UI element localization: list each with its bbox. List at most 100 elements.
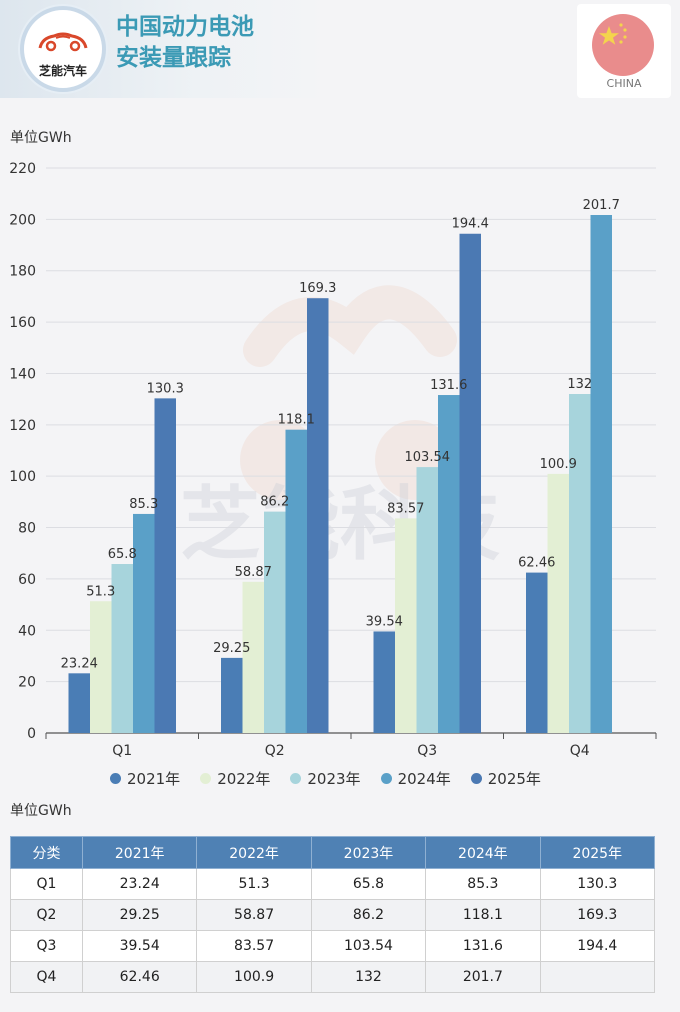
bar xyxy=(547,473,569,733)
bar-value-label: 201.7 xyxy=(583,198,620,213)
bar-value-label: 85.3 xyxy=(129,497,158,512)
y-axis: 0 20 40 60 80 100 120 140 160 180 200 220 xyxy=(9,161,36,742)
x-tick-label: Q1 xyxy=(112,743,132,759)
bar xyxy=(569,394,591,733)
y-tick-label: 160 xyxy=(9,315,36,331)
table-cell: 131.6 xyxy=(425,930,541,962)
flag-stars-icon xyxy=(599,23,627,45)
legend-label: 2022年 xyxy=(217,770,271,788)
bars xyxy=(68,214,612,733)
bar-value-label: 169.3 xyxy=(299,281,336,296)
table-cell: 29.25 xyxy=(81,899,198,931)
table-header-cell: 2022年 xyxy=(196,836,312,869)
x-tick-label: Q3 xyxy=(417,743,437,759)
car-logo-icon xyxy=(38,32,88,52)
bar xyxy=(68,673,90,733)
logo-text: 芝能汽车 xyxy=(38,64,87,78)
table-row: Q2 29.25 58.87 86.2 118.1 169.3 xyxy=(10,899,656,931)
x-tick-label: Q2 xyxy=(265,743,285,759)
table-cell: 130.3 xyxy=(539,868,656,900)
legend-label: 2023年 xyxy=(307,770,361,788)
data-labels: 23.24 51.3 65.8 85.3 130.3 29.25 58.87 86.2 118.… xyxy=(61,198,620,671)
y-tick-label: 0 xyxy=(27,726,36,742)
table-header-cell: 2023年 xyxy=(310,836,427,869)
table-cell: 85.3 xyxy=(425,868,541,900)
bar xyxy=(590,214,612,733)
legend-dot-icon xyxy=(290,773,302,784)
table-cell: 58.87 xyxy=(196,899,312,931)
y-tick-label: 120 xyxy=(9,418,36,434)
table-header-cell: 2025年 xyxy=(539,836,656,869)
bar xyxy=(221,657,243,733)
legend-item[interactable]: 2021年 xyxy=(110,768,180,789)
bar xyxy=(154,398,176,733)
table-cell: 100.9 xyxy=(196,961,312,993)
table-row: Q1 23.24 51.3 65.8 85.3 130.3 xyxy=(10,868,656,900)
legend-label: 2025年 xyxy=(487,770,541,788)
table-cell: 201.7 xyxy=(425,961,541,993)
bar xyxy=(90,601,112,733)
y-tick-label: 180 xyxy=(9,264,36,280)
legend-item[interactable]: 2024年 xyxy=(380,768,451,789)
y-tick-label: 140 xyxy=(9,366,36,382)
bar-value-label: 51.3 xyxy=(86,584,115,599)
legend-dot-icon xyxy=(200,773,212,784)
bar xyxy=(111,564,133,733)
table-cell: 103.54 xyxy=(310,930,427,962)
y-tick-label: 20 xyxy=(18,675,36,691)
y-tick-label: 60 xyxy=(18,572,36,588)
legend-label: 2024年 xyxy=(397,770,451,788)
y-tick-label: 40 xyxy=(18,623,36,639)
legend-dot-icon xyxy=(470,773,482,784)
table-cell: 62.46 xyxy=(81,961,198,993)
bar-value-label: 132 xyxy=(567,377,592,392)
bar-value-label: 39.54 xyxy=(366,614,403,629)
brand-logo: 芝能汽车 xyxy=(20,6,106,92)
table-cell: 86.2 xyxy=(310,899,427,931)
table-cell: 23.24 xyxy=(81,868,198,900)
bar-value-label: 86.2 xyxy=(260,495,289,510)
table-unit-label: 单位GWh xyxy=(10,803,72,819)
table-cell: 118.1 xyxy=(425,899,541,931)
chart-unit-label: 单位GWh xyxy=(10,130,72,146)
legend-item[interactable]: 2022年 xyxy=(200,768,270,789)
legend: 2021年 2022年 2023年 2024年 2025年 xyxy=(110,768,541,789)
bar xyxy=(438,395,460,733)
bar-value-label: 103.54 xyxy=(405,450,451,465)
bar xyxy=(242,581,264,733)
country-flag: CHINA xyxy=(577,4,671,98)
legend-item[interactable]: 2023年 xyxy=(290,768,361,789)
bar-value-label: 65.8 xyxy=(108,547,137,562)
table-row: Q3 39.54 83.57 103.54 131.6 194.4 xyxy=(10,930,656,962)
bar xyxy=(395,518,417,733)
y-tick-label: 200 xyxy=(9,212,36,228)
table-cell: 169.3 xyxy=(539,899,656,931)
table-header-cell: 2021年 xyxy=(81,836,198,869)
table-cell: 132 xyxy=(310,961,427,993)
bar xyxy=(264,511,286,733)
x-axis: Q1 Q2 Q3 Q4 xyxy=(45,733,657,759)
table-cell: 51.3 xyxy=(196,868,312,900)
bar xyxy=(416,467,438,733)
y-tick-label: 100 xyxy=(9,469,36,485)
y-tick-label: 220 xyxy=(9,161,36,177)
bar xyxy=(133,513,155,733)
legend-dot-icon xyxy=(380,773,392,784)
table-cell: 194.4 xyxy=(539,930,656,962)
table-cell: Q2 xyxy=(10,899,83,931)
table-cell xyxy=(539,961,656,993)
bar-value-label: 131.6 xyxy=(430,378,467,393)
bar xyxy=(373,631,395,733)
y-tick-label: 80 xyxy=(18,521,36,537)
bar xyxy=(526,572,548,733)
bar-value-label: 62.46 xyxy=(518,556,555,571)
table-cell: 39.54 xyxy=(81,930,198,962)
bar xyxy=(459,233,481,733)
legend-item[interactable]: 2025年 xyxy=(470,768,541,789)
bar-value-label: 118.1 xyxy=(278,413,315,428)
table-header-row: 分类 2021年 2022年 2023年 2024年 2025年 xyxy=(10,836,656,869)
china-flag-icon xyxy=(592,14,654,76)
bar-value-label: 130.3 xyxy=(147,381,184,396)
table-cell: Q3 xyxy=(10,930,83,962)
